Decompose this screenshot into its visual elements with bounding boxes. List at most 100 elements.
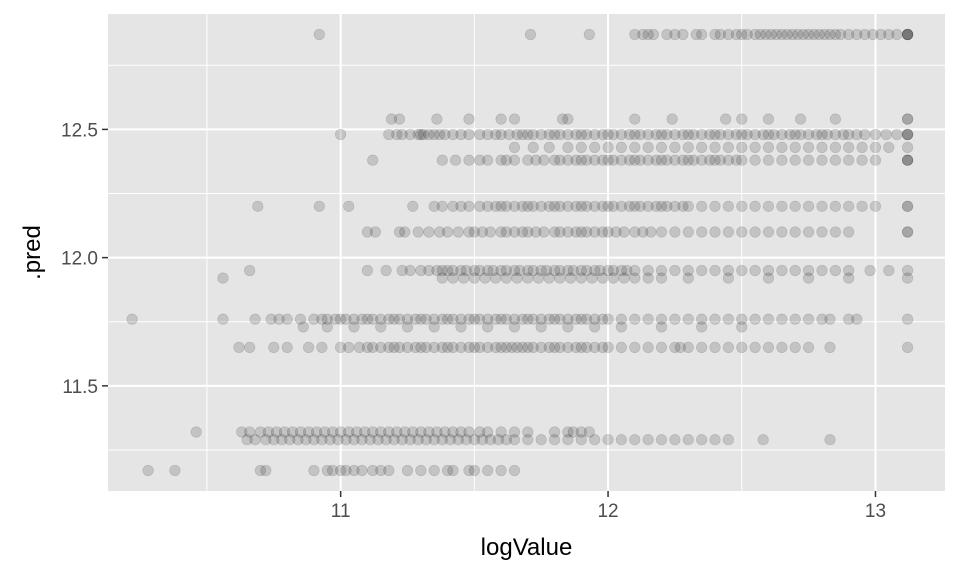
data-point xyxy=(859,28,871,41)
data-point xyxy=(508,154,521,166)
data-point xyxy=(434,226,446,238)
data-point xyxy=(730,28,743,41)
data-point xyxy=(450,154,462,166)
data-point xyxy=(415,313,427,325)
data-point xyxy=(669,200,681,212)
data-point xyxy=(629,341,641,354)
data-point xyxy=(637,226,649,238)
data-point xyxy=(802,141,815,153)
data-point xyxy=(562,434,574,446)
data-point xyxy=(901,128,914,141)
data-point xyxy=(901,128,914,141)
data-point xyxy=(669,434,681,446)
data-point xyxy=(602,341,614,354)
data-point xyxy=(749,141,761,153)
data-point xyxy=(589,321,601,333)
data-point xyxy=(388,313,400,325)
data-point xyxy=(802,28,815,41)
data-point xyxy=(393,313,406,325)
data-point xyxy=(901,141,914,153)
data-point xyxy=(749,128,761,141)
data-point xyxy=(589,200,601,212)
data-point xyxy=(762,154,775,166)
data-point xyxy=(829,113,842,125)
data-point xyxy=(677,200,689,212)
data-point xyxy=(284,434,296,446)
data-point xyxy=(802,341,815,354)
data-point xyxy=(412,128,424,141)
data-point xyxy=(722,28,735,41)
data-point xyxy=(901,226,914,238)
data-point xyxy=(126,313,138,325)
data-point xyxy=(589,434,601,446)
data-point xyxy=(535,200,547,212)
data-point xyxy=(527,200,539,212)
data-point xyxy=(514,264,526,277)
data-point xyxy=(629,200,641,212)
data-point xyxy=(431,264,443,277)
data-point xyxy=(321,464,333,477)
data-point xyxy=(642,434,654,446)
data-point xyxy=(482,264,494,277)
data-point xyxy=(762,141,775,153)
data-point xyxy=(340,313,352,325)
data-point xyxy=(468,264,481,277)
data-point xyxy=(629,264,641,277)
data-point xyxy=(851,313,863,325)
data-point xyxy=(655,272,668,284)
data-point xyxy=(720,113,732,125)
data-point xyxy=(423,426,435,438)
data-point xyxy=(321,321,333,333)
data-point xyxy=(802,272,815,284)
data-point xyxy=(468,341,481,354)
data-point xyxy=(682,141,694,153)
data-point xyxy=(442,264,454,277)
data-point xyxy=(260,464,272,477)
data-point xyxy=(417,128,430,141)
data-point xyxy=(442,313,454,325)
data-point xyxy=(655,141,668,153)
data-point xyxy=(714,28,727,41)
major-gridlines xyxy=(108,14,945,491)
data-point xyxy=(810,128,823,141)
data-point xyxy=(749,341,761,354)
data-point xyxy=(589,226,601,238)
data-point xyxy=(802,200,815,212)
data-point xyxy=(516,313,529,325)
data-point xyxy=(428,464,440,477)
data-point xyxy=(824,434,836,446)
data-point xyxy=(901,28,914,41)
data-point xyxy=(455,128,467,141)
data-point xyxy=(508,141,521,153)
data-point xyxy=(709,264,721,277)
data-point xyxy=(562,264,574,277)
data-point xyxy=(412,434,424,446)
data-point xyxy=(682,434,694,446)
data-point xyxy=(404,434,416,446)
y-axis-title: .pred xyxy=(19,225,46,280)
data-point xyxy=(802,226,815,238)
data-point xyxy=(375,321,387,333)
data-point xyxy=(709,434,721,446)
data-point xyxy=(396,128,408,141)
data-point xyxy=(442,226,454,238)
data-point xyxy=(597,128,609,141)
data-point xyxy=(655,154,668,166)
data-point xyxy=(468,434,481,446)
data-point xyxy=(508,113,521,125)
data-point xyxy=(388,434,400,446)
data-point xyxy=(393,226,406,238)
data-point xyxy=(495,264,507,277)
data-point xyxy=(808,28,820,41)
data-point xyxy=(444,434,456,446)
data-point xyxy=(789,226,801,238)
data-point xyxy=(447,341,459,354)
data-point xyxy=(602,313,614,325)
data-point xyxy=(570,313,582,325)
data-point xyxy=(535,264,547,277)
data-point xyxy=(629,113,641,125)
data-point xyxy=(570,226,582,238)
data-point xyxy=(575,434,587,446)
data-point xyxy=(696,154,708,166)
data-point xyxy=(300,434,312,446)
